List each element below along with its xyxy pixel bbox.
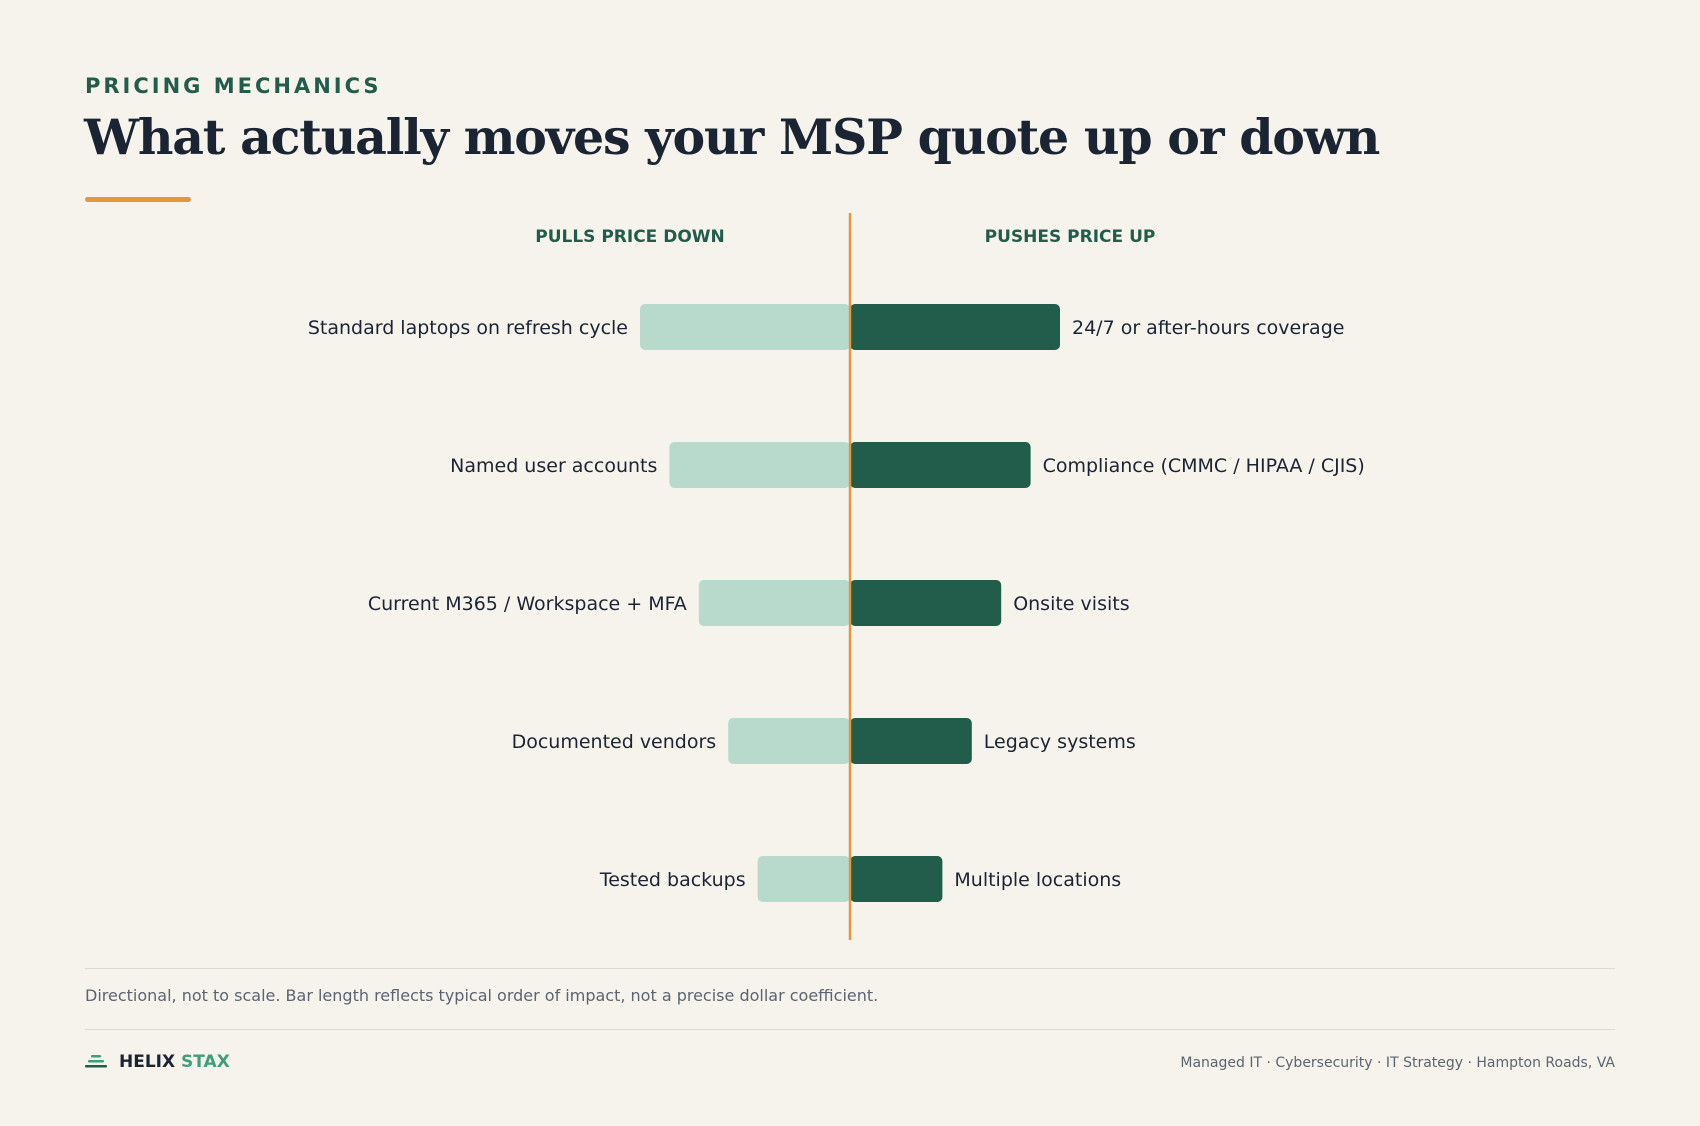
brand-name-part2: STAX	[181, 1052, 230, 1072]
label-down-5: Tested backups	[599, 869, 746, 891]
label-down-4: Documented vendors	[512, 731, 717, 753]
bar-down-1	[640, 304, 850, 350]
diverging-bar-chart: PULLS PRICE DOWN PUSHES PRICE UP Standard …	[308, 213, 1365, 940]
divider-bottom	[85, 1029, 1615, 1030]
brand-logo: HELIX STAX	[85, 1052, 230, 1072]
bar-down-4	[728, 718, 850, 764]
label-up-2: Compliance (CMMC / HIPAA / CJIS)	[1043, 455, 1365, 477]
bar-down-2	[669, 442, 850, 488]
bar-up-1	[850, 304, 1060, 350]
bar-up-2	[850, 442, 1031, 488]
bar-up-3	[850, 580, 1002, 626]
left-column-header: PULLS PRICE DOWN	[535, 227, 725, 247]
label-down-2: Named user accounts	[450, 455, 657, 477]
label-up-3: Onsite visits	[1013, 593, 1129, 615]
bar-down-3	[698, 580, 850, 626]
bar-up-5	[850, 856, 943, 902]
bar-down-5	[757, 856, 850, 902]
brand-name-part1: HELIX	[119, 1052, 176, 1072]
label-down-3: Current M365 / Workspace + MFA	[368, 593, 687, 615]
title-accent-rule	[85, 197, 191, 202]
footnote: Directional, not to scale. Bar length re…	[85, 986, 879, 1005]
tagline: Managed IT · Cybersecurity · IT Strategy…	[1180, 1055, 1615, 1071]
label-up-4: Legacy systems	[984, 731, 1136, 753]
brand-name: HELIX STAX	[119, 1052, 230, 1072]
page-title: What actually moves your MSP quote up or…	[84, 108, 1380, 166]
label-down-1: Standard laptops on refresh cycle	[308, 317, 628, 339]
label-up-1: 24/7 or after-hours coverage	[1072, 317, 1344, 339]
bar-up-4	[850, 718, 972, 764]
right-column-header: PUSHES PRICE UP	[985, 227, 1156, 247]
label-up-5: Multiple locations	[954, 869, 1121, 891]
divider-top	[85, 968, 1615, 969]
stacked-layers-icon	[85, 1052, 107, 1072]
eyebrow-label: PRICING MECHANICS	[85, 74, 382, 98]
